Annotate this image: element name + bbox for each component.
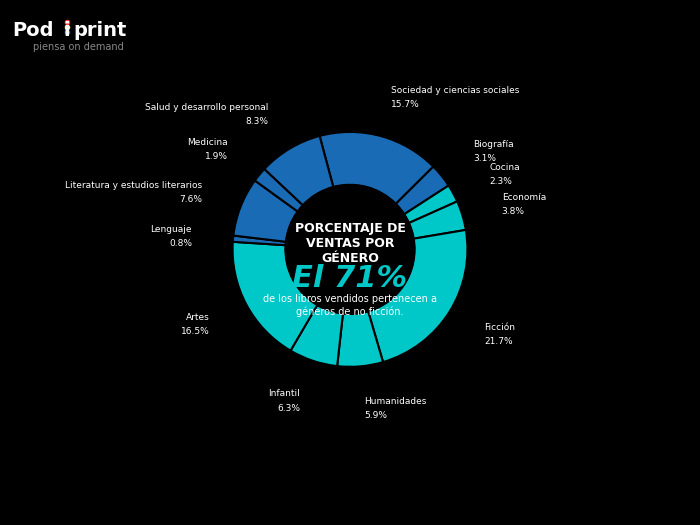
Text: 21.7%: 21.7% [484,337,513,346]
Text: 16.5%: 16.5% [181,328,210,337]
Text: VENTAS POR: VENTAS POR [306,237,394,250]
Wedge shape [233,236,286,245]
Wedge shape [368,230,468,362]
Text: 0.8%: 0.8% [169,239,192,248]
Text: PORCENTAJE DE: PORCENTAJE DE [295,222,405,235]
Text: DATOS DE PODIPRINT: DATOS DE PODIPRINT [551,502,686,512]
Text: GÉNERO: GÉNERO [321,253,379,265]
Wedge shape [337,311,383,367]
Circle shape [286,185,414,314]
Text: Cocina: Cocina [489,163,520,172]
Wedge shape [233,181,298,242]
Text: Lenguaje: Lenguaje [150,225,192,234]
Text: 15.7%: 15.7% [391,100,420,109]
Text: 7.6%: 7.6% [179,195,202,204]
Wedge shape [404,185,457,223]
Text: 5.9%: 5.9% [364,411,387,420]
Text: PRIMER SEMESTRE 2019: PRIMER SEMESTRE 2019 [14,502,167,512]
Text: Ficción: Ficción [484,323,515,332]
Text: Economía: Economía [502,193,546,202]
Text: piensa on demand: piensa on demand [34,42,124,52]
Wedge shape [232,242,317,351]
Text: 2.3%: 2.3% [489,177,512,186]
Text: Medicina: Medicina [187,138,228,147]
Text: 8.3%: 8.3% [246,117,269,126]
Text: 3.8%: 3.8% [502,207,525,216]
Text: Artes: Artes [186,313,210,322]
Text: Biografía: Biografía [473,140,514,149]
Text: Pod: Pod [13,20,54,40]
Text: 6.3%: 6.3% [277,404,300,413]
Text: Infantil: Infantil [268,390,300,398]
Text: Literatura y estudios literarios: Literatura y estudios literarios [65,181,202,191]
Text: 3.1%: 3.1% [473,154,496,163]
Wedge shape [395,166,449,214]
Wedge shape [255,169,303,212]
Text: Humanidades: Humanidades [364,397,426,406]
Text: Salud y desarrollo personal: Salud y desarrollo personal [145,103,269,112]
Text: Sociedad y ciencias sociales: Sociedad y ciencias sociales [391,86,519,95]
Text: El 71%: El 71% [293,264,407,293]
Text: de los libros vendidos pertenecen a: de los libros vendidos pertenecen a [263,293,437,303]
Text: i: i [63,20,69,40]
Wedge shape [409,202,466,239]
Text: géneros de no ficción.: géneros de no ficción. [296,307,404,317]
Text: 1.9%: 1.9% [204,152,228,161]
Wedge shape [320,132,433,204]
Wedge shape [290,305,343,366]
Wedge shape [265,136,333,205]
Text: print: print [74,20,127,40]
